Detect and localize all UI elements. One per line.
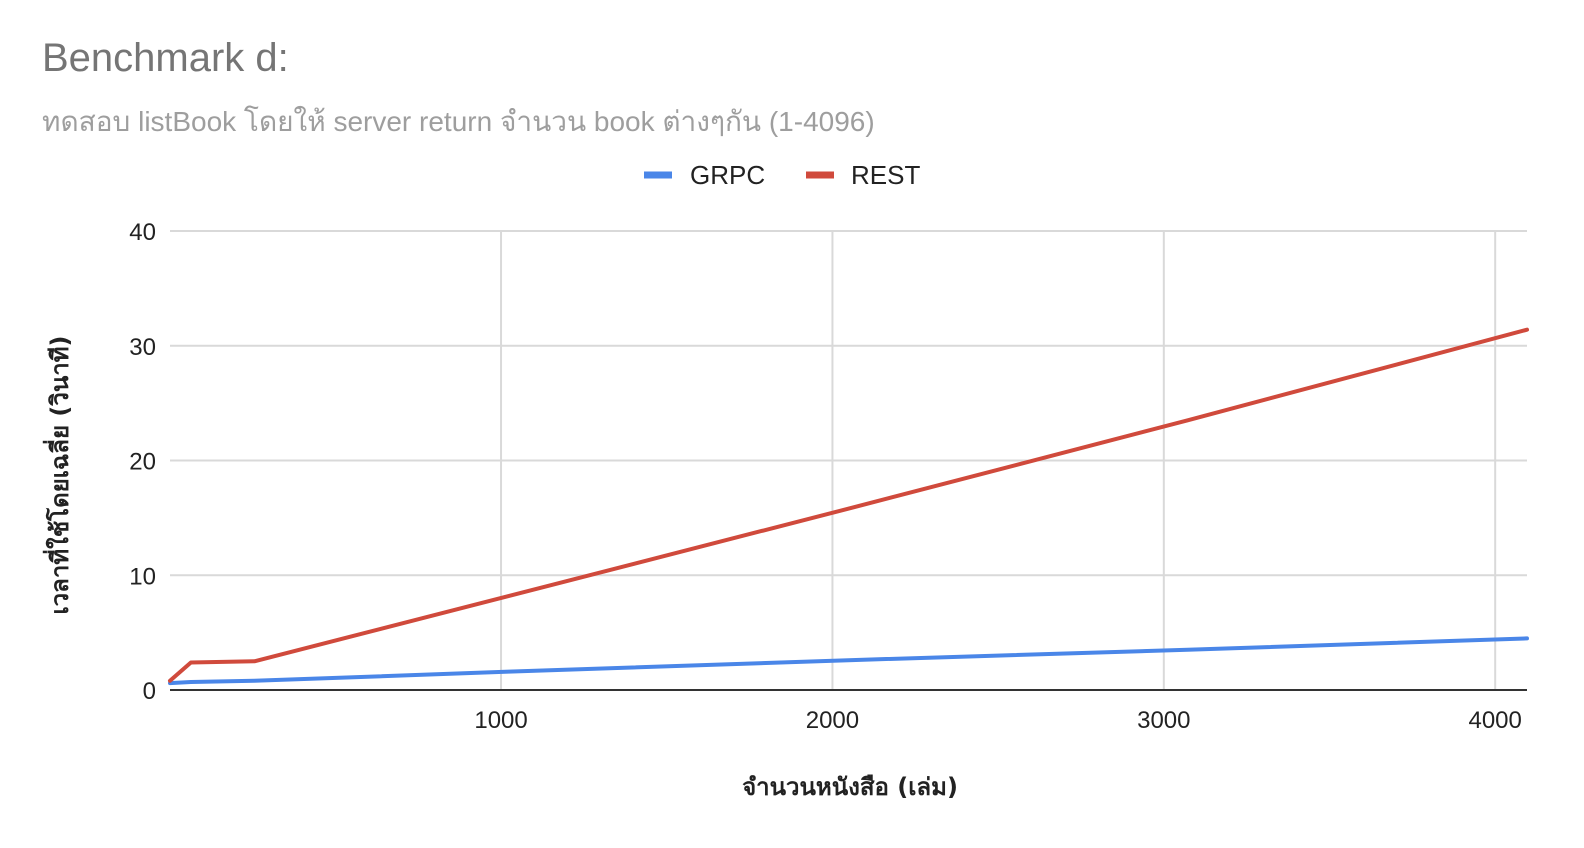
y-tick-label: 30 [129,334,156,361]
chart-title: Benchmark d: [42,36,289,80]
chart-subtitle: ทดสอบ listBook โดยให้ server return จำนว… [42,106,875,137]
x-tick-label: 1000 [474,707,527,734]
tick-labels: 0 10 20 30 40 1000 2000 3000 4000 [129,219,1522,734]
y-tick-label: 20 [129,449,156,476]
x-tick-label: 2000 [806,707,859,734]
x-tick-label: 3000 [1137,707,1190,734]
series-line-grpc [168,636,1529,686]
legend: GRPC REST [644,160,920,190]
series-lines [168,327,1529,686]
x-tick-label: 4000 [1468,707,1521,734]
grid-lines [170,230,1527,690]
y-tick-label: 40 [129,219,156,246]
x-axis-title: จำนวนหนังสือ (เล่ม) [742,773,958,801]
y-axis-title: เวลาที่ใช้โดยเฉลี่ย (วินาที) [42,335,74,614]
y-tick-label: 10 [129,563,156,590]
legend-label-rest: REST [851,160,920,190]
series-line-rest [168,327,1529,683]
legend-label-grpc: GRPC [690,160,765,190]
y-tick-label: 0 [143,678,156,705]
